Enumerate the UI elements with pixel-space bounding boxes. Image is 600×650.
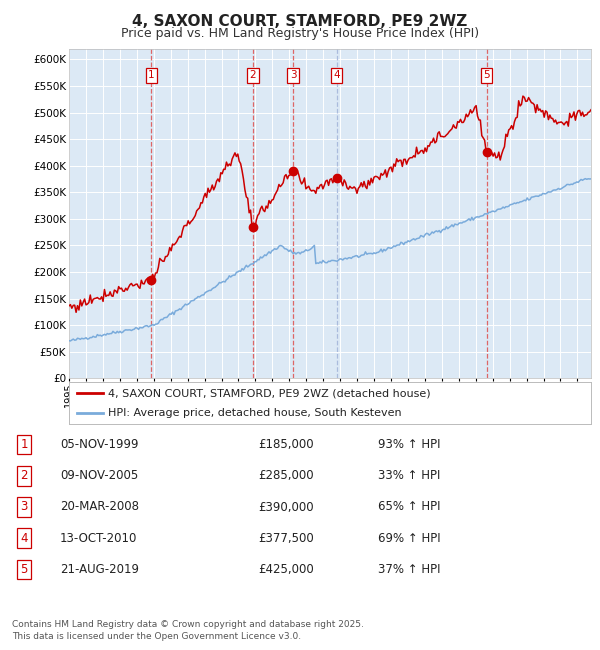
- Text: £285,000: £285,000: [258, 469, 314, 482]
- Text: 4: 4: [333, 70, 340, 81]
- Text: 65% ↑ HPI: 65% ↑ HPI: [378, 500, 440, 514]
- Text: 69% ↑ HPI: 69% ↑ HPI: [378, 532, 440, 545]
- Text: 3: 3: [290, 70, 296, 81]
- Text: £425,000: £425,000: [258, 563, 314, 576]
- Text: 09-NOV-2005: 09-NOV-2005: [60, 469, 138, 482]
- Text: 20-MAR-2008: 20-MAR-2008: [60, 500, 139, 514]
- Text: £377,500: £377,500: [258, 532, 314, 545]
- Text: 4, SAXON COURT, STAMFORD, PE9 2WZ: 4, SAXON COURT, STAMFORD, PE9 2WZ: [133, 14, 467, 29]
- Text: 3: 3: [20, 500, 28, 514]
- Text: HPI: Average price, detached house, South Kesteven: HPI: Average price, detached house, Sout…: [108, 408, 402, 418]
- Text: Contains HM Land Registry data © Crown copyright and database right 2025.
This d: Contains HM Land Registry data © Crown c…: [12, 620, 364, 641]
- Text: 1: 1: [20, 438, 28, 451]
- Text: 13-OCT-2010: 13-OCT-2010: [60, 532, 137, 545]
- Text: 2: 2: [20, 469, 28, 482]
- Text: 05-NOV-1999: 05-NOV-1999: [60, 438, 139, 451]
- Text: £390,000: £390,000: [258, 500, 314, 514]
- Text: 33% ↑ HPI: 33% ↑ HPI: [378, 469, 440, 482]
- Text: Price paid vs. HM Land Registry's House Price Index (HPI): Price paid vs. HM Land Registry's House …: [121, 27, 479, 40]
- Text: 5: 5: [20, 563, 28, 576]
- Text: 1: 1: [148, 70, 154, 81]
- Text: 93% ↑ HPI: 93% ↑ HPI: [378, 438, 440, 451]
- Text: £185,000: £185,000: [258, 438, 314, 451]
- Text: 4, SAXON COURT, STAMFORD, PE9 2WZ (detached house): 4, SAXON COURT, STAMFORD, PE9 2WZ (detac…: [108, 389, 431, 398]
- Text: 21-AUG-2019: 21-AUG-2019: [60, 563, 139, 576]
- Text: 5: 5: [484, 70, 490, 81]
- Text: 4: 4: [20, 532, 28, 545]
- Text: 37% ↑ HPI: 37% ↑ HPI: [378, 563, 440, 576]
- Text: 2: 2: [250, 70, 256, 81]
